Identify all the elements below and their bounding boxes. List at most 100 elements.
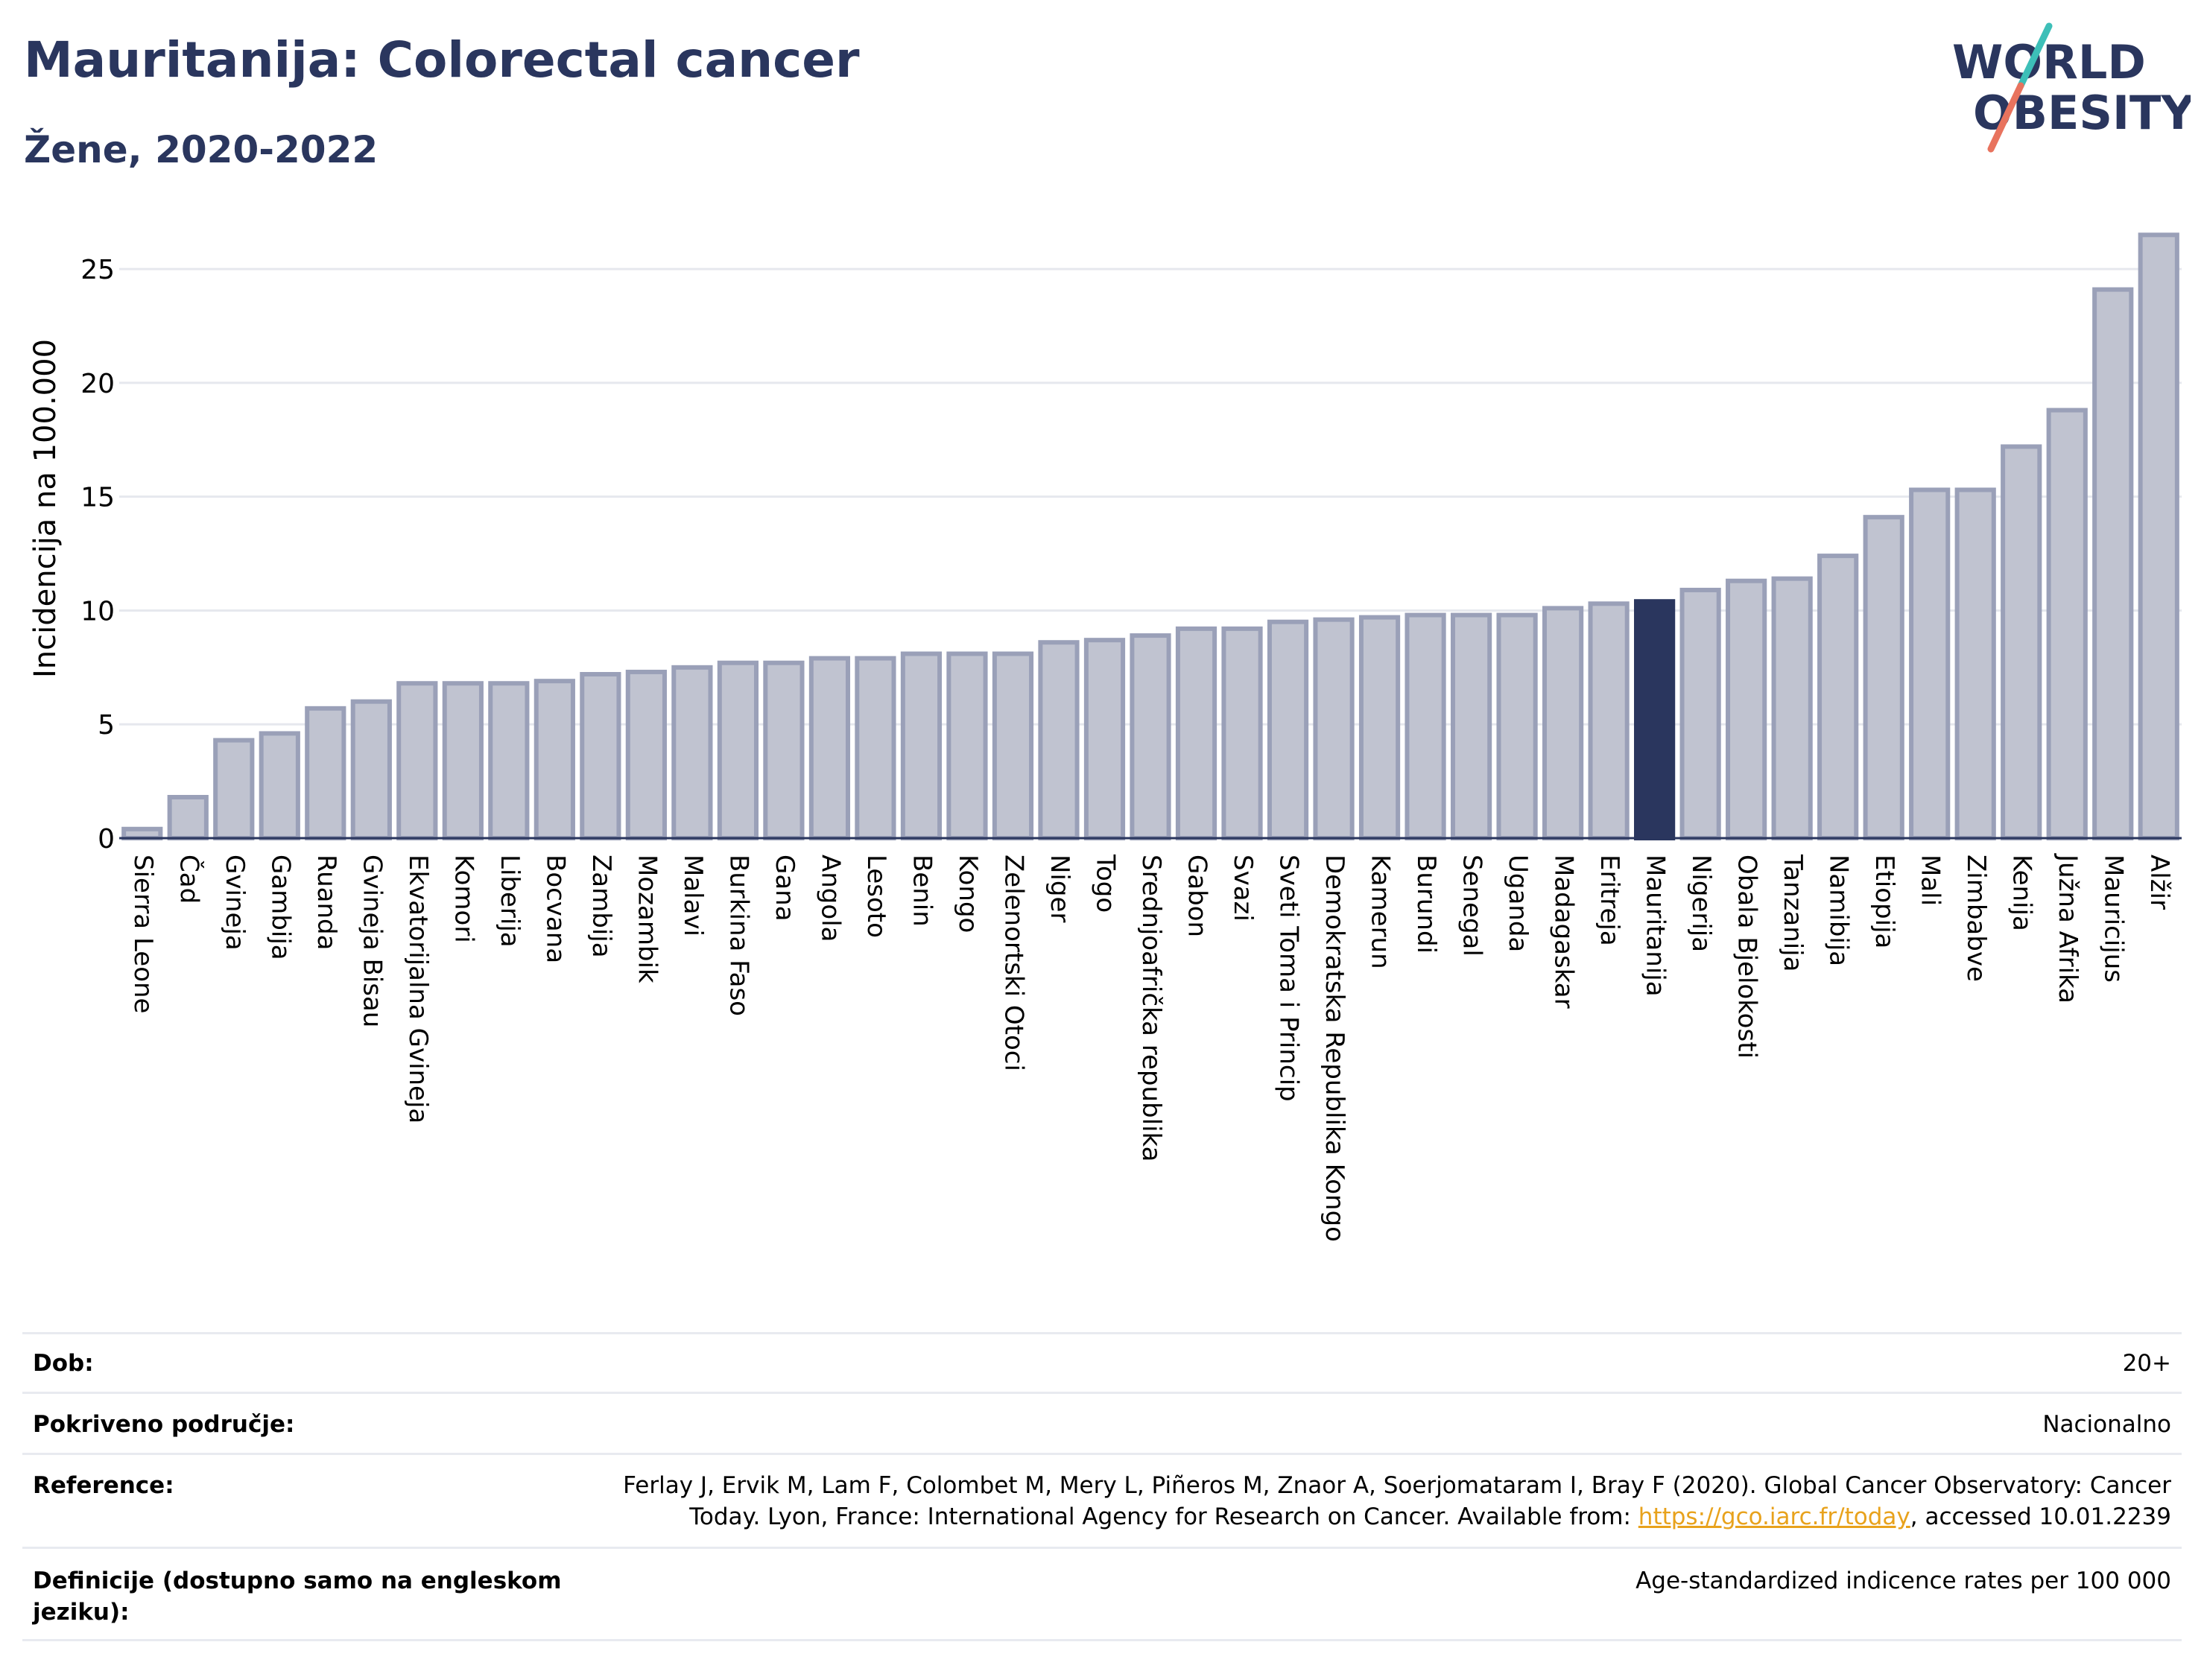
x-tick-label: Gabon (1182, 855, 1212, 937)
meta-row-age: Dob: 20+ (22, 1334, 2182, 1394)
chart-title: Mauritanija: Colorectal cancer (24, 31, 860, 89)
x-tick-label: Gana (770, 855, 799, 922)
x-tick-label: Tanzanija (1778, 854, 1808, 971)
x-tick-label: Bocvana (540, 855, 570, 963)
x-tick-label: Gvineja Bisau (357, 855, 387, 1027)
bar (1863, 515, 1904, 841)
x-tick-label: Mauritanija (1641, 855, 1671, 997)
bar (625, 669, 667, 841)
y-tick-label: 10 (80, 596, 115, 627)
bar (2092, 287, 2134, 841)
x-tick-label: Čad (174, 855, 204, 904)
x-tick-label: Liberija (495, 855, 525, 948)
x-tick-label: Togo (1090, 854, 1120, 913)
x-tick-label: Gambija (265, 855, 295, 960)
x-tick-label: Svazi (1228, 855, 1258, 922)
x-tick-label: Ruanda (311, 855, 341, 950)
reference-text-2: , accessed 10.01.2239 (1910, 1503, 2171, 1530)
x-tick-label: Zambija (586, 855, 616, 958)
x-tick-label: Mozambik (632, 855, 662, 983)
x-tick-label: Južna Afrika (2053, 853, 2083, 1004)
bar (1954, 487, 1996, 840)
x-tick-label: Zimbabve (1961, 855, 1991, 982)
x-tick-label: Ekvatorijalna Gvineja (403, 855, 433, 1123)
reference-text-1: Ferlay J, Ervik M, Lam F, Colombet M, Me… (623, 1472, 2171, 1530)
bar (1221, 626, 1263, 841)
bar (1038, 640, 1080, 840)
meta-row-coverage: Pokriveno područje: Nacionalno (22, 1394, 2182, 1455)
x-axis-tick-labels: Sierra Leone Čad Gvineja Gambija Ruanda Gvine… (128, 853, 2174, 1242)
bar (900, 651, 943, 840)
meta-coverage-label: Pokriveno područje: (33, 1411, 295, 1438)
bar (350, 699, 392, 841)
bar (1175, 626, 1217, 841)
x-tick-label: Kongo (953, 855, 983, 933)
x-tick-label: Senegal (1457, 855, 1487, 957)
x-tick-label: Niger (1045, 855, 1074, 922)
x-tick-label: Nigerija (1686, 855, 1716, 952)
bar (259, 731, 300, 841)
x-tick-label: Gvineja (220, 855, 250, 951)
x-tick-label: Sveti Toma i Princip (1274, 855, 1304, 1102)
chart-subtitle: Žene, 2020-2022 (24, 128, 379, 171)
meta-row-definition: Definicije (dostupno samo na engleskom j… (22, 1549, 2182, 1641)
bar (580, 672, 621, 840)
bar (1450, 612, 1492, 840)
bar (2001, 444, 2042, 840)
y-axis-ticks: 0 5 10 15 20 25 (80, 255, 115, 855)
x-tick-label: Alžir (2144, 855, 2174, 910)
y-tick-label: 15 (80, 483, 115, 513)
x-tick-label: Burkina Faso (723, 855, 753, 1016)
bar-chart: 0 5 10 15 20 25 Incidencija na 100.000 Sierra… (28, 232, 2182, 1242)
bar (717, 660, 759, 840)
bar (1817, 554, 1859, 840)
bar (946, 651, 988, 840)
reference-link[interactable]: https://gco.iarc.fr/today (1638, 1503, 1910, 1530)
x-tick-label: Burundi (1411, 855, 1441, 954)
x-tick-label: Etiopija (1869, 855, 1899, 948)
x-tick-label: Demokratska Republika Kongo (1320, 855, 1349, 1242)
bar (1496, 612, 1538, 840)
metadata-table: Dob: 20+ Pokriveno područje: Nacionalno … (22, 1332, 2182, 1641)
meta-row-reference: Reference: Ferlay J, Ervik M, Lam F, Col… (22, 1455, 2182, 1549)
y-tick-label: 20 (80, 369, 115, 399)
meta-reference-value: Ferlay J, Ervik M, Lam F, Colombet M, Me… (607, 1470, 2171, 1532)
bar (167, 795, 209, 840)
bar (121, 826, 163, 841)
bar (442, 681, 484, 840)
x-tick-label: Kenija (2007, 855, 2037, 931)
bar (808, 656, 851, 840)
x-tick-label: Benin (907, 855, 937, 927)
bar (1588, 601, 1630, 840)
bar (1679, 587, 1721, 840)
x-tick-label: Srednjoafrička republika (1136, 855, 1166, 1161)
y-axis-label: Incidencija na 100.000 (28, 339, 63, 678)
bar (671, 665, 713, 840)
bar (1771, 576, 1813, 841)
bar-highlight (1634, 599, 1676, 840)
x-tick-label: Zelenortski Otoci (998, 855, 1028, 1071)
x-tick-label: Malavi (678, 855, 708, 936)
bar (533, 679, 575, 841)
bar (1313, 617, 1355, 841)
bar (992, 651, 1034, 840)
x-tick-label: Mali (1916, 855, 1945, 906)
x-tick-label: Eritreja (1595, 855, 1624, 946)
x-tick-label: Kamerun (1366, 855, 1396, 969)
bar (396, 681, 438, 840)
y-tick-label: 25 (80, 255, 115, 285)
bar (1083, 638, 1126, 841)
bar (1267, 619, 1309, 840)
meta-coverage-value: Nacionalno (2042, 1411, 2171, 1438)
bar (855, 656, 896, 840)
meta-definition-value: Age-standardized indicence rates per 100… (1635, 1568, 2171, 1594)
x-tick-label: Komori (449, 855, 478, 943)
x-tick-label: Lesoto (861, 855, 891, 938)
bar (1909, 487, 1951, 840)
bar (1726, 578, 1767, 840)
logo-line1: WORLD (1952, 35, 2146, 89)
bar (1405, 612, 1446, 840)
world-obesity-logo: WORLD OBESITY (1952, 22, 2191, 153)
y-tick-label: 0 (98, 824, 115, 855)
bar (763, 660, 805, 840)
